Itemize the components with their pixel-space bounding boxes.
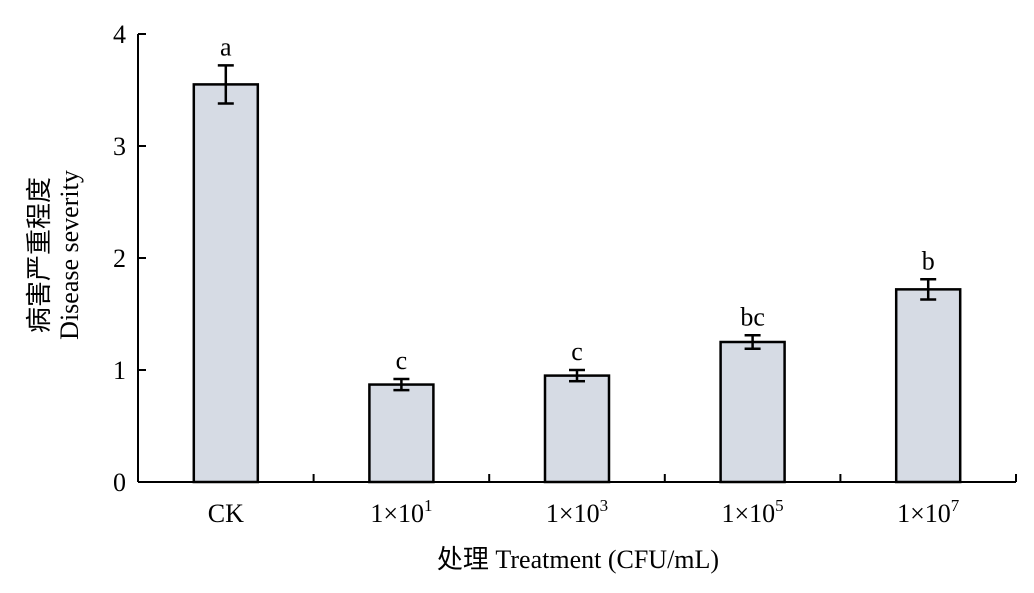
y-tick-label: 4 bbox=[113, 20, 126, 49]
bar bbox=[543, 374, 611, 484]
error-bar bbox=[217, 64, 234, 105]
significance-letter: c bbox=[571, 337, 583, 366]
significance-letter: c bbox=[396, 346, 408, 375]
y-axis-title: 病害严重程度 Disease severity bbox=[25, 170, 84, 340]
significance-letter: a bbox=[220, 32, 232, 61]
x-tick-label: CK bbox=[208, 499, 244, 528]
significance-letter: b bbox=[922, 246, 935, 275]
error-bar bbox=[569, 368, 585, 383]
bar bbox=[192, 83, 260, 484]
y-axis-ticks: 0 1 2 3 4 bbox=[113, 20, 146, 497]
y-tick-label: 2 bbox=[113, 244, 126, 273]
bar bbox=[368, 383, 435, 484]
y-tick-label: 0 bbox=[113, 468, 126, 497]
y-axis-title-cn: 病害严重程度 bbox=[25, 177, 54, 333]
error-bars bbox=[217, 64, 937, 392]
x-tick-label: 1×101 bbox=[370, 496, 432, 528]
plot-area: a c c bc b bbox=[192, 32, 962, 484]
error-bar bbox=[393, 377, 410, 392]
x-axis-ticks: CK 1×101 1×103 1×105 1×107 bbox=[208, 474, 1017, 528]
y-tick-label: 1 bbox=[113, 356, 126, 385]
error-bar bbox=[920, 278, 937, 301]
y-axis-title-en: Disease severity bbox=[55, 170, 84, 340]
x-tick-label: 1×105 bbox=[722, 496, 784, 528]
bar bbox=[894, 288, 962, 484]
bar bbox=[719, 340, 786, 484]
error-bar bbox=[744, 334, 761, 350]
axes: 0 1 2 3 4 CK 1×101 1×103 1×105 1×107 bbox=[113, 20, 1017, 528]
significance-letters: a c c bc b bbox=[220, 32, 935, 375]
bars bbox=[192, 83, 962, 484]
y-tick-label: 3 bbox=[113, 132, 126, 161]
significance-letter: bc bbox=[740, 302, 765, 331]
x-axis-title: 处理 Treatment (CFU/mL) bbox=[437, 545, 719, 574]
x-tick-label: 1×103 bbox=[546, 496, 608, 528]
x-tick-label: 1×107 bbox=[897, 496, 960, 528]
